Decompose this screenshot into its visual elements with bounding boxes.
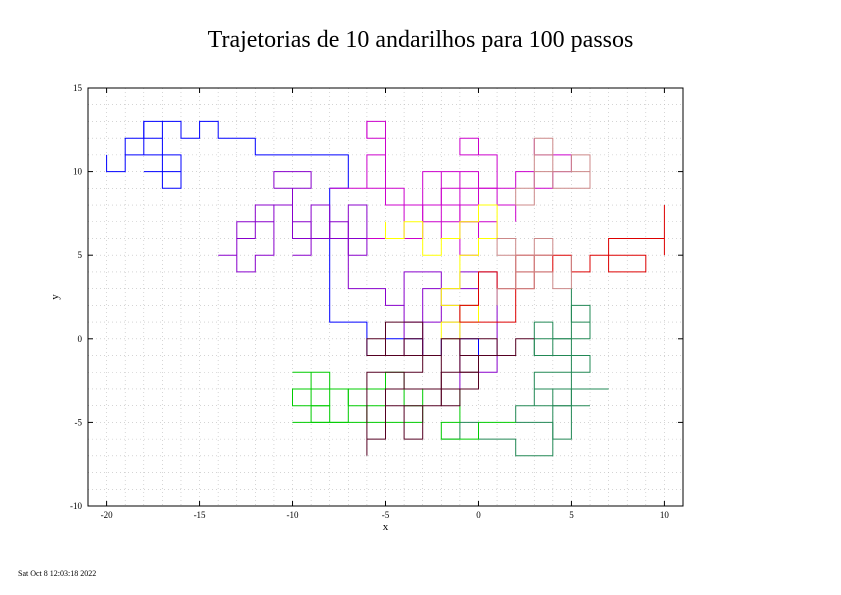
y-axis-label: y (49, 294, 61, 300)
walker-trajectory-3 (218, 204, 498, 390)
y-tick-label: -5 (75, 417, 83, 427)
walker-trajectory-8 (459, 205, 665, 323)
x-tick-label: 0 (476, 510, 481, 520)
walker-trajectory-2 (125, 121, 182, 189)
x-tick-label: -5 (382, 510, 390, 520)
y-tick-label: 10 (73, 167, 83, 177)
y-tick-label: 0 (78, 334, 83, 344)
walker-trajectory-15 (366, 321, 479, 456)
y-tick-label: 5 (78, 250, 83, 260)
x-tick-label: 10 (660, 510, 670, 520)
x-tick-label: 5 (569, 510, 574, 520)
timestamp: Sat Oct 8 12:03:18 2022 (18, 569, 97, 578)
walker-trajectory-11 (441, 288, 609, 457)
x-tick-label: -20 (101, 510, 113, 520)
walker-trajectory-9 (496, 238, 572, 306)
x-axis-label: x (383, 521, 389, 533)
walker-trajectory-5 (366, 121, 572, 239)
walker-trajectory-4 (273, 171, 368, 256)
y-tick-label: -10 (70, 501, 82, 511)
walker-trajectory-16 (440, 338, 535, 407)
tick-marks: -20 -15 -10 -5 0 5 10 -10 -5 0 5 10 15 (70, 83, 683, 520)
walker-trajectory-10 (515, 137, 591, 206)
chart-title: Trajetorias de 10 andarilhos para 100 pa… (207, 27, 634, 53)
x-tick-label: -15 (194, 510, 206, 520)
walker-trajectory-6 (329, 120, 517, 256)
x-tick-label: -10 (287, 510, 299, 520)
walker-trajectory-12 (533, 304, 591, 440)
series-layer (106, 120, 665, 457)
y-tick-label: 15 (73, 83, 83, 93)
